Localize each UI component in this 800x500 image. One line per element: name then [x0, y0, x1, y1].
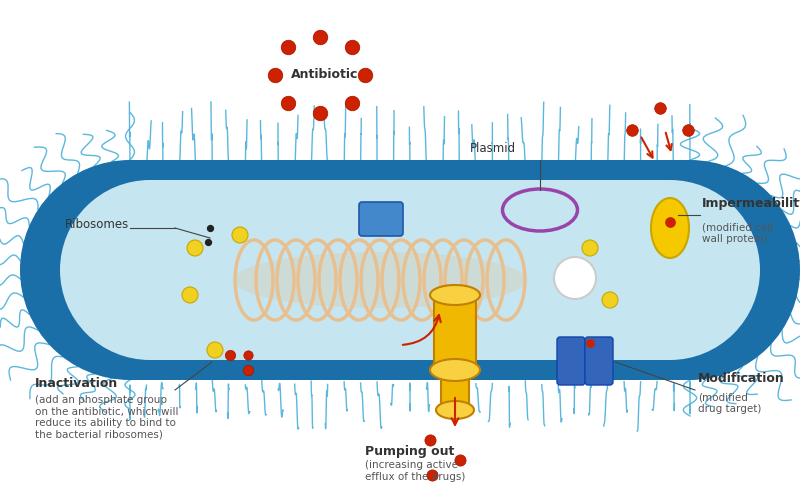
- Ellipse shape: [234, 252, 526, 308]
- Ellipse shape: [582, 240, 598, 256]
- FancyBboxPatch shape: [585, 337, 613, 385]
- Point: [242, 351, 254, 359]
- Point: [654, 104, 666, 112]
- Text: Pumping out: Pumping out: [365, 445, 454, 458]
- FancyBboxPatch shape: [441, 368, 469, 412]
- Text: Impermeability: Impermeability: [702, 197, 800, 210]
- Point: [346, 99, 358, 107]
- Bar: [130, 160, 690, 380]
- Point: [626, 126, 638, 134]
- Ellipse shape: [580, 180, 760, 360]
- Point: [358, 71, 371, 79]
- Text: Ribosomes: Ribosomes: [65, 218, 130, 230]
- Ellipse shape: [580, 160, 800, 380]
- Point: [242, 366, 254, 374]
- Point: [269, 71, 282, 79]
- Text: Inactivation: Inactivation: [35, 377, 118, 390]
- Ellipse shape: [430, 285, 480, 305]
- Ellipse shape: [602, 292, 618, 308]
- Ellipse shape: [187, 240, 203, 256]
- FancyBboxPatch shape: [557, 337, 585, 385]
- Ellipse shape: [554, 257, 596, 299]
- Point: [682, 126, 694, 134]
- Point: [282, 99, 294, 107]
- Ellipse shape: [60, 180, 240, 360]
- Point: [224, 351, 237, 359]
- Point: [314, 33, 326, 41]
- FancyBboxPatch shape: [359, 202, 403, 236]
- FancyBboxPatch shape: [434, 292, 476, 373]
- Text: (modified cell
wall protein): (modified cell wall protein): [702, 222, 774, 244]
- Bar: [150, 180, 670, 360]
- Point: [314, 109, 326, 117]
- Text: (add an phosphate group
on the antibiotic, which will
reduce its ability to bind: (add an phosphate group on the antibioti…: [35, 395, 178, 440]
- Ellipse shape: [232, 227, 248, 243]
- Ellipse shape: [436, 401, 474, 419]
- Ellipse shape: [20, 160, 240, 380]
- Point: [584, 339, 597, 347]
- Point: [346, 43, 358, 51]
- Point: [202, 238, 214, 246]
- Text: Modification: Modification: [698, 372, 785, 385]
- FancyArrowPatch shape: [402, 315, 441, 345]
- Text: Plasmid: Plasmid: [470, 142, 516, 155]
- Ellipse shape: [651, 198, 689, 258]
- Text: (increasing active
efflux of the drugs): (increasing active efflux of the drugs): [365, 460, 466, 481]
- Point: [664, 218, 677, 226]
- Point: [454, 456, 466, 464]
- Ellipse shape: [207, 342, 223, 358]
- Ellipse shape: [182, 287, 198, 303]
- Point: [282, 43, 294, 51]
- Ellipse shape: [430, 359, 480, 381]
- Point: [203, 224, 216, 232]
- Point: [424, 436, 437, 444]
- Text: Antibiotic: Antibiotic: [291, 68, 358, 82]
- Text: (modified
drug target): (modified drug target): [698, 392, 762, 413]
- Point: [426, 471, 438, 479]
